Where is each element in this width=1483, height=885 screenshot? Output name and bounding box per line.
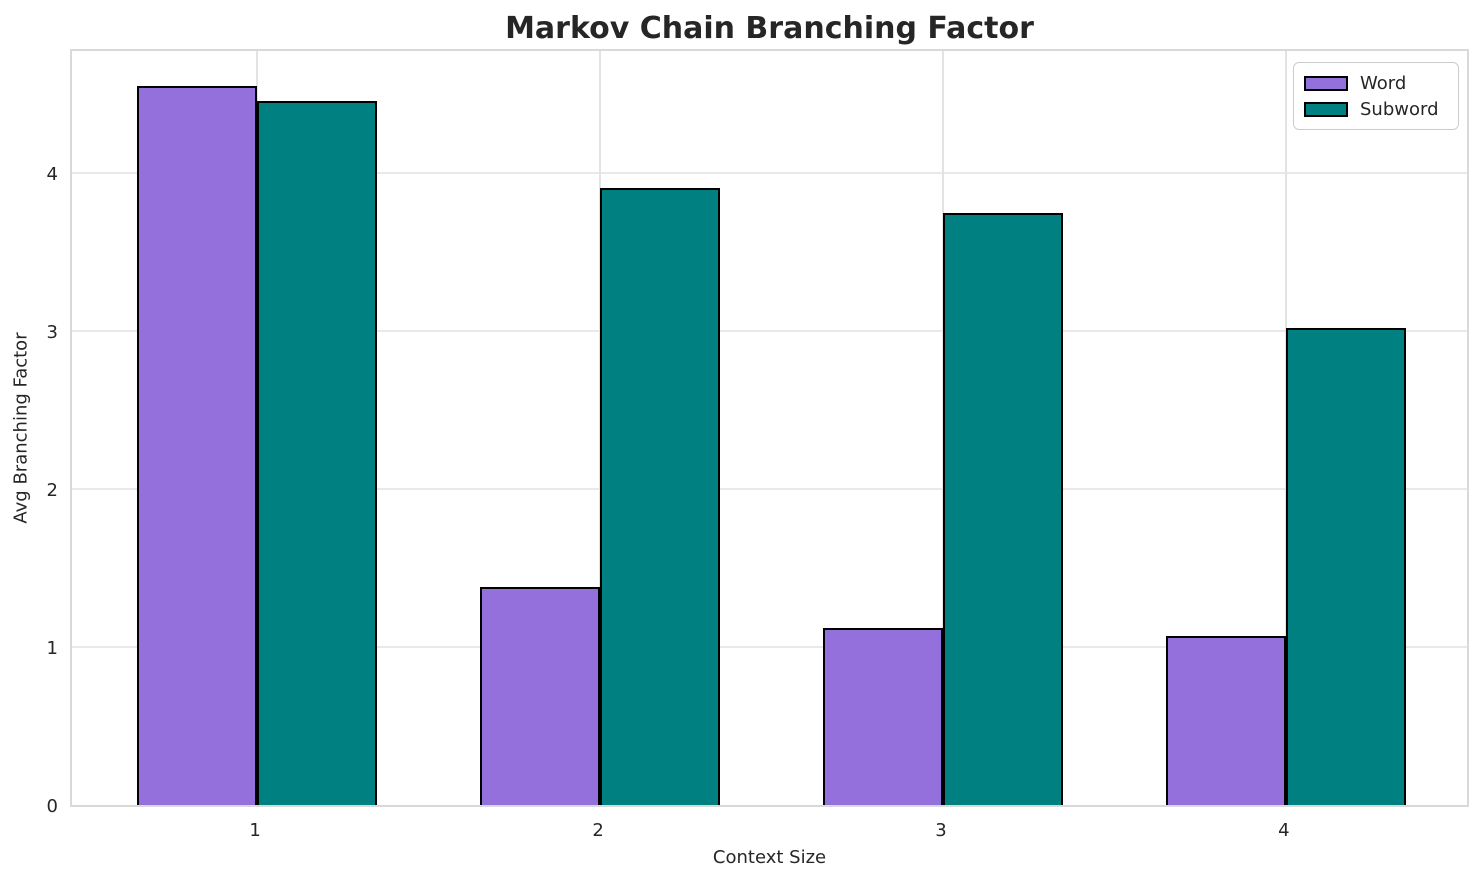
y-tick-label-1: 1 xyxy=(46,638,58,660)
x-tick-label-1: 1 xyxy=(249,820,261,841)
legend-swatch-subword-icon xyxy=(1304,101,1348,117)
y-tick-label-0: 0 xyxy=(46,796,58,817)
legend-swatch-word-icon xyxy=(1304,75,1348,91)
x-tick-label-3: 3 xyxy=(935,820,947,841)
bar-word-4 xyxy=(1165,636,1286,805)
legend: Word Subword xyxy=(1293,62,1459,130)
legend-item-subword: Subword xyxy=(1304,99,1448,120)
bar-subword-4 xyxy=(1285,328,1406,805)
y-tick-label-3: 3 xyxy=(46,322,58,344)
gridline-y-2 xyxy=(72,488,1467,491)
y-tick-label-2: 2 xyxy=(46,480,58,502)
legend-label-subword: Subword xyxy=(1360,98,1439,120)
bar-subword-2 xyxy=(600,187,721,805)
bar-word-3 xyxy=(822,628,943,805)
gridline-y-3 xyxy=(72,330,1467,333)
y-axis-label: Avg Branching Factor xyxy=(10,332,32,524)
legend-item-word: Word xyxy=(1304,73,1448,94)
gridline-y-1 xyxy=(72,646,1467,649)
chart-title: Markov Chain Branching Factor xyxy=(505,11,1034,46)
x-axis-label: Context Size xyxy=(712,847,827,868)
gridline-y-4 xyxy=(72,172,1467,175)
x-tick-label-4: 4 xyxy=(1278,820,1290,841)
y-tick-label-4: 4 xyxy=(46,164,58,186)
bar-word-2 xyxy=(480,587,601,805)
bar-subword-3 xyxy=(942,212,1063,805)
bar-word-1 xyxy=(137,86,258,805)
bar-subword-1 xyxy=(257,100,378,805)
legend-label-word: Word xyxy=(1360,72,1407,94)
x-tick-label-2: 2 xyxy=(592,820,604,841)
plot-area xyxy=(70,49,1469,807)
